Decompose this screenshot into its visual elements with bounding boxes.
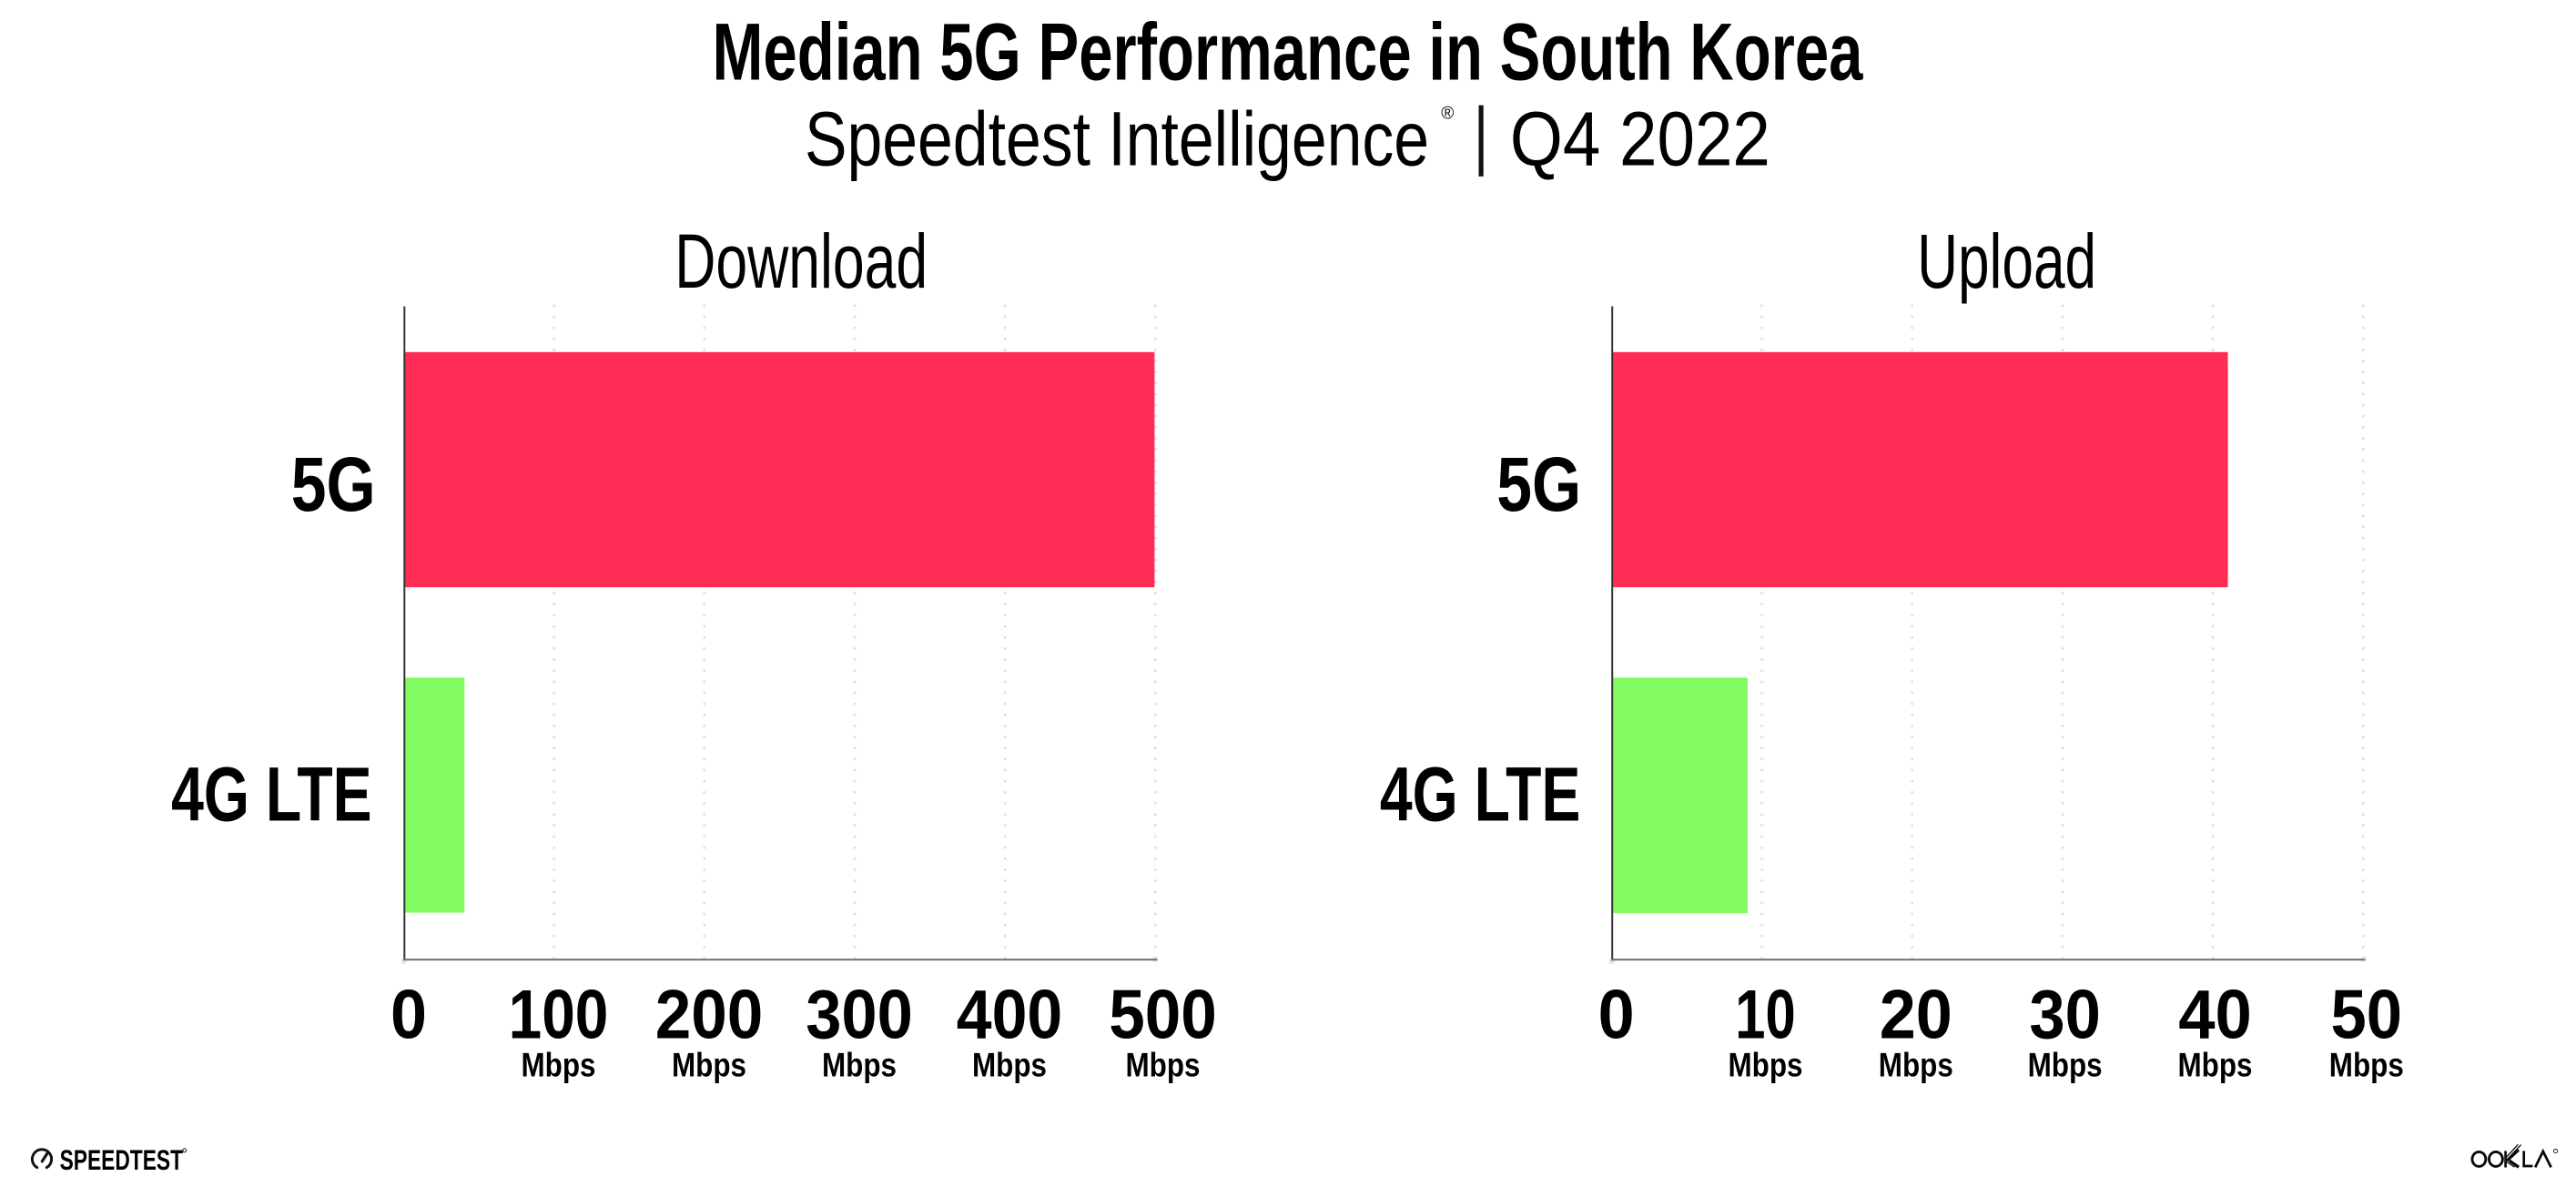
svg-text:Mbps: Mbps xyxy=(972,1047,1047,1084)
svg-text:30: 30 xyxy=(2029,977,2101,1054)
svg-text:100: 100 xyxy=(509,977,609,1054)
svg-text:Mbps: Mbps xyxy=(672,1047,746,1084)
svg-text:Mbps: Mbps xyxy=(2329,1047,2404,1084)
svg-text:10: 10 xyxy=(1735,977,1795,1054)
svg-text:4G LTE: 4G LTE xyxy=(171,752,372,837)
svg-text:Download: Download xyxy=(674,218,928,304)
svg-text:Upload: Upload xyxy=(1917,218,2096,304)
svg-text:SPEEDTEST: SPEEDTEST xyxy=(60,1144,183,1176)
svg-text:Mbps: Mbps xyxy=(2178,1047,2253,1084)
svg-text:Mbps: Mbps xyxy=(822,1047,897,1084)
svg-text:Mbps: Mbps xyxy=(1729,1047,1803,1084)
svg-text:400: 400 xyxy=(957,977,1063,1054)
svg-text:50: 50 xyxy=(2331,977,2403,1054)
svg-text:4G LTE: 4G LTE xyxy=(1380,752,1581,837)
svg-text:5G: 5G xyxy=(291,441,376,527)
svg-text:200: 200 xyxy=(655,977,764,1054)
svg-text:5G: 5G xyxy=(1496,441,1581,527)
svg-text:Mbps: Mbps xyxy=(2028,1047,2103,1084)
svg-text:300: 300 xyxy=(806,977,913,1054)
svg-text:Mbps: Mbps xyxy=(1126,1047,1201,1084)
svg-text:500: 500 xyxy=(1109,977,1217,1054)
svg-text:0: 0 xyxy=(1598,977,1635,1054)
svg-text:Mbps: Mbps xyxy=(1879,1047,1953,1084)
svg-text:Q4 2022: Q4 2022 xyxy=(1510,96,1770,181)
svg-text:Mbps: Mbps xyxy=(522,1047,596,1084)
svg-text:40: 40 xyxy=(2178,977,2252,1054)
svg-text:0: 0 xyxy=(390,977,427,1054)
svg-text:®: ® xyxy=(1441,105,1454,124)
svg-text:Speedtest Intelligence: Speedtest Intelligence xyxy=(805,96,1429,181)
svg-text:20: 20 xyxy=(1880,977,1952,1054)
svg-text:Median 5G Performance in South: Median 5G Performance in South Korea xyxy=(713,5,1864,96)
